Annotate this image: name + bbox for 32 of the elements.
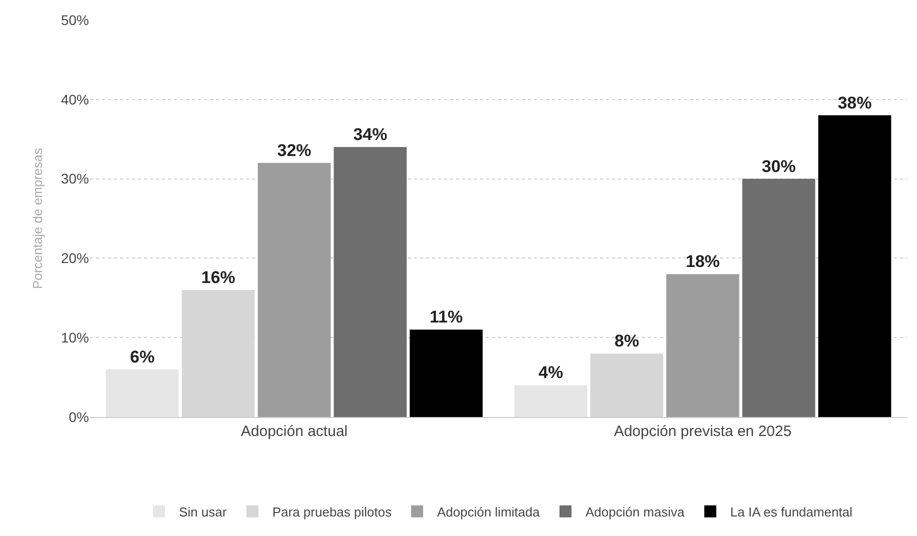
x-tick-label: Adopción actual (240, 423, 348, 440)
bar (334, 147, 407, 417)
bar (742, 178, 816, 417)
data-label: 11% (430, 308, 463, 327)
legend-label: Sin usar (179, 504, 228, 520)
data-label: 16% (201, 268, 236, 287)
data-label: 18% (686, 252, 720, 272)
y-tick-label: 40% (60, 91, 89, 108)
bar (258, 162, 331, 417)
legend-label: Adopción masiva (585, 504, 686, 520)
y-tick-label: 30% (60, 170, 89, 187)
y-tick-label: 10% (60, 330, 89, 346)
y-tick-label: 50% (60, 12, 89, 28)
y-axis-title: Porcentaje de empresas (30, 148, 45, 289)
data-label: 4% (538, 363, 564, 382)
legend-label: La IA es fundamental (730, 504, 853, 520)
bar (514, 385, 588, 417)
bar (666, 274, 740, 417)
data-label: 8% (614, 331, 640, 350)
data-label: 30% (762, 156, 796, 176)
data-label: 6% (130, 347, 155, 366)
x-tick-label: Adopción prevista en 2025 (614, 423, 792, 440)
legend-label: Para pruebas pilotos (272, 504, 392, 520)
legend-label: Adopción limitada (437, 504, 540, 520)
y-tick-label: 0% (68, 408, 89, 425)
data-label: 34% (353, 125, 388, 144)
data-label: 38% (838, 93, 872, 112)
bar (106, 369, 179, 417)
bar (410, 330, 483, 417)
y-tick-label: 20% (60, 250, 89, 266)
data-label: 32% (277, 140, 312, 160)
bar (818, 115, 892, 417)
